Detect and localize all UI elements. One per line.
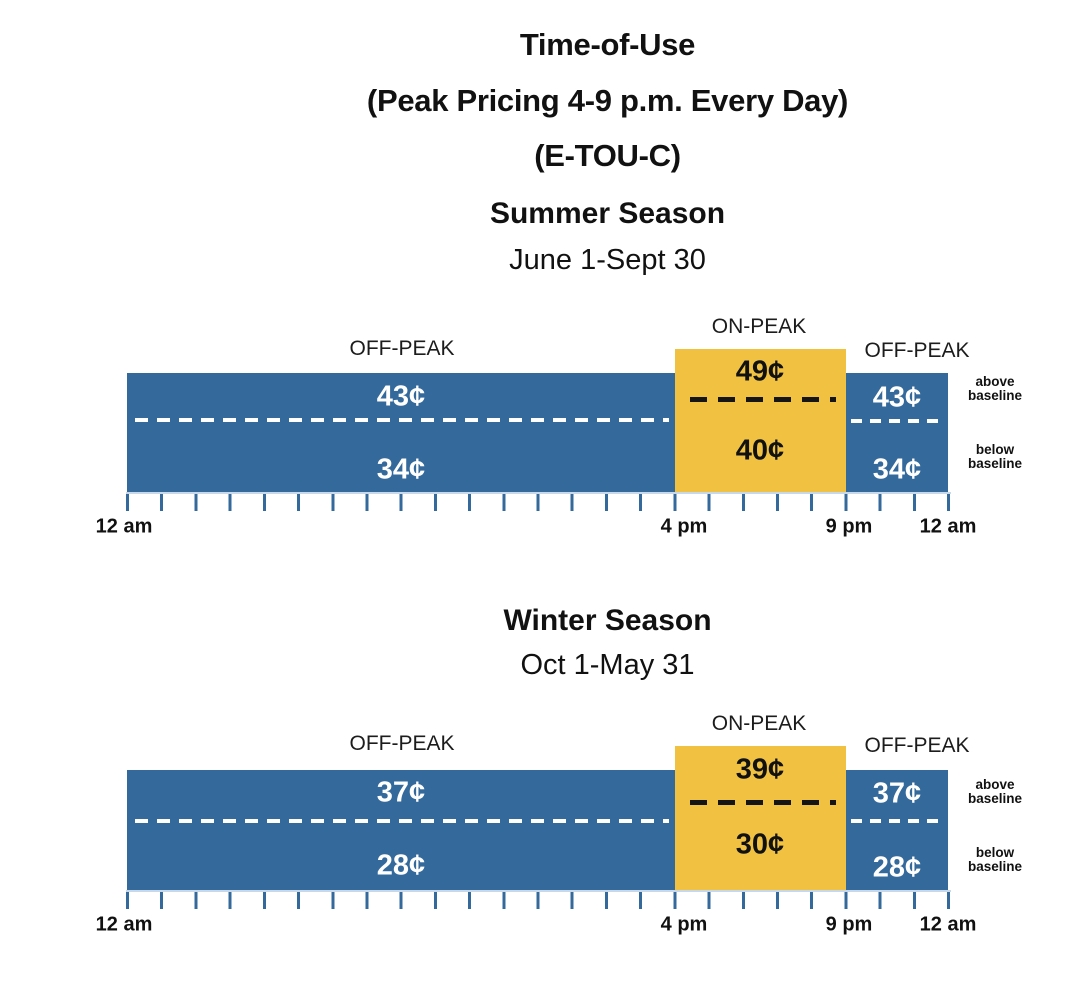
below-word: below <box>975 442 1015 457</box>
above-word: above <box>975 374 1015 389</box>
summer-offpeak-right-below-price: 34¢ <box>872 453 922 486</box>
winter-axis-label-4pm: 4 pm <box>660 913 708 936</box>
page-title-line2: (Peak Pricing 4-9 p.m. Every Day) <box>366 83 849 118</box>
summer-offpeak-above-price: 43¢ <box>376 380 426 413</box>
winter-onpeak-label: ON-PEAK <box>711 712 807 735</box>
summer-offpeak-right-label: OFF-PEAK <box>864 339 970 362</box>
summer-onpeak-above-price: 49¢ <box>735 355 785 388</box>
winter-axis-label-12am-right: 12 am <box>919 913 977 936</box>
winter-offpeak-right-bar <box>846 770 948 890</box>
summer-offpeak-right-bar <box>846 373 948 492</box>
baseline-word: baseline <box>967 388 1023 403</box>
summer-axis-label-12am-left: 12 am <box>95 515 153 538</box>
winter-offpeak-right-above-price: 37¢ <box>872 777 922 810</box>
summer-offpeak-right-above-price: 43¢ <box>872 381 922 414</box>
winter-offpeak-above-price: 37¢ <box>376 776 426 809</box>
summer-onpeak-bar <box>675 349 846 492</box>
summer-season-heading: Summer Season <box>489 197 726 230</box>
page-title-line1: Time-of-Use <box>519 27 696 62</box>
winter-baseline-dash-peak <box>690 800 836 805</box>
page-title-line3: (E-TOU-C) <box>534 138 681 173</box>
summer-axis-label-4pm: 4 pm <box>660 515 708 538</box>
summer-chart: OFF-PEAK ON-PEAK OFF-PEAK 43¢ 34¢ 49¢ 40… <box>0 305 1065 540</box>
winter-chart: OFF-PEAK ON-PEAK OFF-PEAK 37¢ 28¢ 39¢ 30… <box>0 703 1065 938</box>
winter-onpeak-below-price: 30¢ <box>735 828 785 861</box>
winter-axis-label-12am-left: 12 am <box>95 913 153 936</box>
winter-season-dates: Oct 1-May 31 <box>520 649 695 681</box>
winter-offpeak-below-price: 28¢ <box>376 849 426 882</box>
winter-above-baseline-note: above baseline <box>968 778 1022 806</box>
baseline-word: baseline <box>967 859 1023 874</box>
summer-offpeak-left-label: OFF-PEAK <box>349 337 455 360</box>
summer-axis-label-12am-right: 12 am <box>919 515 977 538</box>
winter-onpeak-above-price: 39¢ <box>735 753 785 786</box>
winter-season-heading: Winter Season <box>503 604 712 637</box>
baseline-word: baseline <box>967 456 1023 471</box>
winter-below-baseline-note: below baseline <box>968 846 1022 874</box>
winter-offpeak-right-below-price: 28¢ <box>872 851 922 884</box>
winter-onpeak-bar <box>675 746 846 890</box>
summer-axis-label-9pm: 9 pm <box>825 515 873 538</box>
summer-hour-ticks-axis <box>126 492 951 511</box>
summer-onpeak-label: ON-PEAK <box>711 315 807 338</box>
summer-below-baseline-note: below baseline <box>968 443 1022 471</box>
summer-above-baseline-note: above baseline <box>968 375 1022 403</box>
above-word: above <box>975 777 1015 792</box>
summer-baseline-dash-left <box>135 418 669 422</box>
winter-baseline-dash-left <box>135 819 669 823</box>
summer-baseline-dash-peak <box>690 397 836 402</box>
winter-offpeak-left-label: OFF-PEAK <box>349 732 455 755</box>
winter-hour-ticks-axis <box>126 890 951 909</box>
winter-axis-label-9pm: 9 pm <box>825 913 873 936</box>
summer-offpeak-left-bar <box>127 373 675 492</box>
winter-offpeak-left-bar <box>127 770 675 890</box>
winter-baseline-dash-right <box>851 819 943 823</box>
winter-offpeak-right-label: OFF-PEAK <box>864 734 970 757</box>
summer-offpeak-below-price: 34¢ <box>376 453 426 486</box>
below-word: below <box>975 845 1015 860</box>
baseline-word: baseline <box>967 791 1023 806</box>
summer-onpeak-below-price: 40¢ <box>735 434 785 467</box>
summer-baseline-dash-right <box>851 419 943 423</box>
summer-season-dates: June 1-Sept 30 <box>509 244 706 276</box>
